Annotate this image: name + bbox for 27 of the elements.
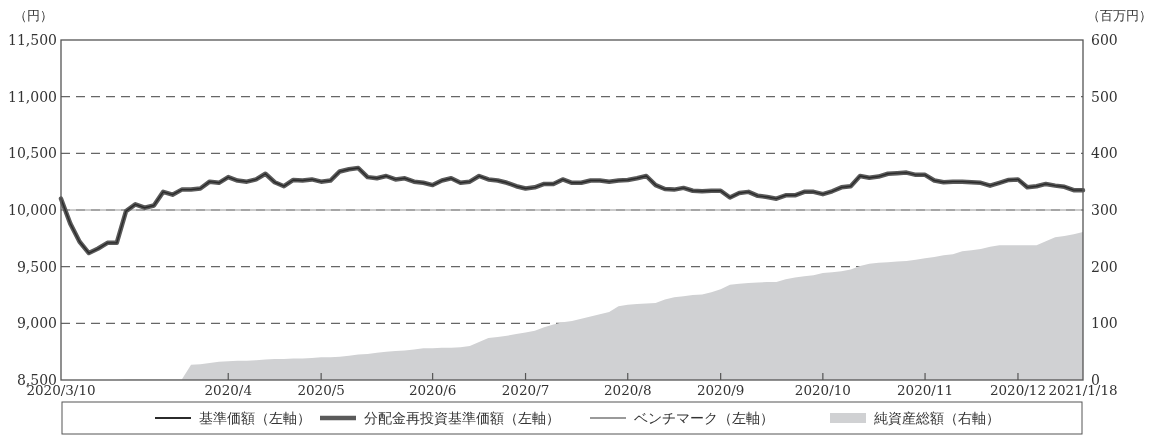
y-axis-title: （円） [14,8,53,23]
x-tick-label: 2020/6 [408,382,457,398]
x-tick-label: 2020/12 [989,382,1047,398]
x-tick-label: 2020/11 [897,382,954,398]
y2-tick-label: 300 [1091,202,1118,218]
x-tick-label: 2020/7 [501,382,550,398]
x-tick-label: 2020/4 [204,382,252,398]
y-tick-label: 10,000 [8,202,57,218]
y2-axis-title: （百万円） [1087,8,1152,23]
y-tick-label: 10,500 [8,145,57,162]
x-tick-label: 2020/8 [604,382,652,398]
y2-tick-label: 400 [1091,145,1118,162]
y-tick-label: 11,000 [8,88,57,105]
legend-label: 純資産総額（右軸） [874,410,1000,426]
x-tick-label: 2020/10 [794,382,851,398]
y2-tick-label: 100 [1091,315,1118,332]
x-tick-label: 2020/5 [297,382,345,398]
legend-label: 分配金再投資基準価額（左軸） [364,410,560,426]
y2-tick-label: 500 [1091,88,1118,105]
y-tick-label: 9,000 [16,315,57,332]
legend-label: 基準価額（左軸） [199,410,311,426]
legend-label: ベンチマーク（左軸） [634,410,774,426]
x-tick-label: 2020/9 [696,382,745,398]
y-tick-label: 11,500 [8,32,57,48]
y2-tick-label: 600 [1091,32,1118,48]
y2-tick-label: 200 [1091,258,1118,275]
y-tick-label: 9,500 [16,258,57,275]
